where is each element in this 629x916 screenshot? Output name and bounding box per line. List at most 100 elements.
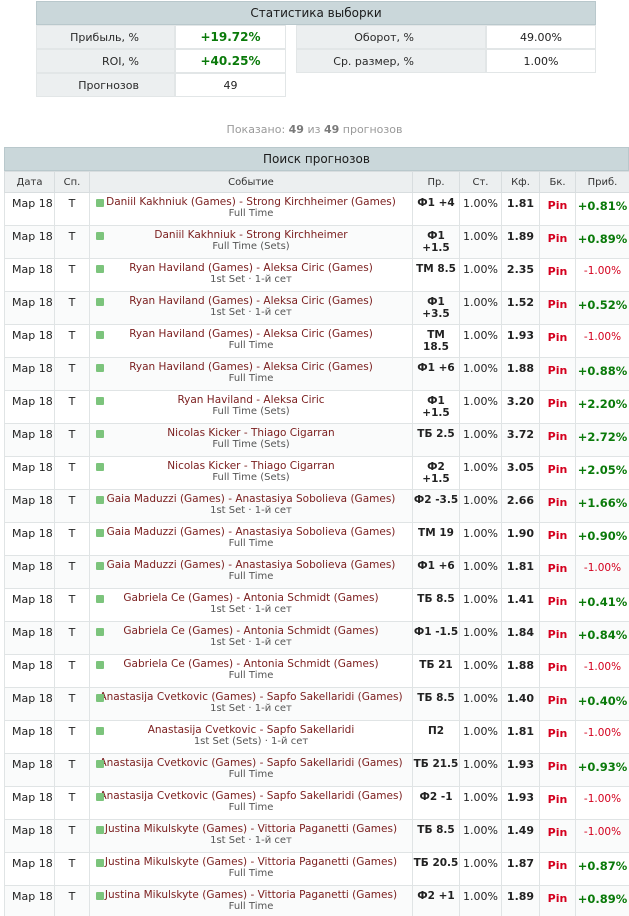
row-bookmaker-cell: Pin <box>539 423 576 457</box>
status-square-icon <box>96 298 104 306</box>
row-bookmaker-link[interactable]: Pin <box>547 595 568 608</box>
status-square-icon <box>96 793 104 801</box>
row-event-period: Full Time <box>228 868 274 879</box>
row-odds: 1.93 <box>501 786 540 820</box>
row-bookmaker-link[interactable]: Pin <box>547 463 568 476</box>
col-header-bookmaker[interactable]: Бк. <box>539 171 576 193</box>
row-bookmaker-link[interactable]: Pin <box>547 430 568 443</box>
row-event-link[interactable]: Nicolas Kicker - Thiago Cigarran <box>167 460 335 472</box>
row-bookmaker-link[interactable]: Pin <box>547 826 568 839</box>
status-square-icon <box>96 331 104 339</box>
status-square-icon <box>96 232 104 240</box>
row-event-link[interactable]: Ryan Haviland (Games) - Aleksa Ciric (Ga… <box>129 262 373 274</box>
row-pick: Ф2 +1 <box>412 885 460 916</box>
row-event-link[interactable]: Gaia Maduzzi (Games) - Anastasiya Soboli… <box>106 559 396 571</box>
shown-prefix: Показано: <box>226 123 286 136</box>
row-event-link[interactable]: Nicolas Kicker - Thiago Cigarran <box>167 427 335 439</box>
row-event-cell: Anastasija Cvetkovic (Games) - Sapfo Sak… <box>89 753 413 787</box>
row-stake: 1.00% <box>459 192 502 226</box>
status-square-icon <box>96 826 104 834</box>
row-stake: 1.00% <box>459 687 502 721</box>
row-event-period: Full Time (Sets) <box>212 406 290 417</box>
row-date: Мар 18 <box>4 522 55 556</box>
row-event-link[interactable]: Justina Mikulskyte (Games) - Vittoria Pa… <box>104 889 398 901</box>
row-event-link[interactable]: Gabriela Ce (Games) - Antonia Schmidt (G… <box>123 625 379 637</box>
row-event-period: Full Time (Sets) <box>212 241 290 252</box>
row-bookmaker-link[interactable]: Pin <box>547 793 568 806</box>
row-bookmaker-link[interactable]: Pin <box>547 760 568 773</box>
row-bookmaker-link[interactable]: Pin <box>547 694 568 707</box>
row-sport: T <box>54 258 90 292</box>
row-profit: -1.00% <box>575 324 629 358</box>
turnover-label: Оборот, % <box>296 25 486 49</box>
row-event-link[interactable]: Daniil Kakhniuk - Strong Kirchheimer <box>154 229 348 241</box>
row-odds: 3.20 <box>501 390 540 424</box>
row-bookmaker-link[interactable]: Pin <box>547 892 568 905</box>
row-event-link[interactable]: Anastasija Cvetkovic - Sapfo Sakellaridi <box>147 724 355 736</box>
row-event-period: Full Time <box>228 670 274 681</box>
row-event-period: Full Time (Sets) <box>212 439 290 450</box>
table-row: Мар 18 T Anastasija Cvetkovic - Sapfo Sake… <box>4 720 629 754</box>
row-bookmaker-link[interactable]: Pin <box>547 562 568 575</box>
row-profit: +0.41% <box>575 588 629 622</box>
row-sport: T <box>54 324 90 358</box>
row-event-period: Full Time (Sets) <box>212 472 290 483</box>
row-stake: 1.00% <box>459 489 502 523</box>
col-header-sport[interactable]: Сп. <box>54 171 90 193</box>
row-event-link[interactable]: Daniil Kakhniuk (Games) - Strong Kirchhe… <box>106 196 396 208</box>
col-header-date[interactable]: Дата <box>4 171 55 193</box>
row-event-cell: Ryan Haviland (Games) - Aleksa Ciric (Ga… <box>89 258 413 292</box>
row-bookmaker-link[interactable]: Pin <box>547 397 568 410</box>
row-event-link[interactable]: Ryan Haviland (Games) - Aleksa Ciric (Ga… <box>129 328 373 340</box>
row-bookmaker-cell: Pin <box>539 720 576 754</box>
row-odds: 1.41 <box>501 588 540 622</box>
status-square-icon <box>96 199 104 207</box>
row-bookmaker-link[interactable]: Pin <box>547 496 568 509</box>
row-event-link[interactable]: Gabriela Ce (Games) - Antonia Schmidt (G… <box>123 592 379 604</box>
row-odds: 1.84 <box>501 621 540 655</box>
row-bookmaker-link[interactable]: Pin <box>547 298 568 311</box>
row-event-cell: Gabriela Ce (Games) - Antonia Schmidt (G… <box>89 588 413 622</box>
row-odds: 1.81 <box>501 720 540 754</box>
row-event-link[interactable]: Ryan Haviland - Aleksa Ciric <box>177 394 325 406</box>
row-event-cell: Anastasija Cvetkovic - Sapfo Sakellaridi… <box>89 720 413 754</box>
row-bookmaker-link[interactable]: Pin <box>547 628 568 641</box>
row-date: Мар 18 <box>4 390 55 424</box>
row-event-link[interactable]: Justina Mikulskyte (Games) - Vittoria Pa… <box>104 823 398 835</box>
row-bookmaker-cell: Pin <box>539 258 576 292</box>
row-event-link[interactable]: Anastasija Cvetkovic (Games) - Sapfo Sak… <box>99 757 403 769</box>
col-header-stake[interactable]: Ст. <box>459 171 502 193</box>
row-date: Мар 18 <box>4 225 55 259</box>
row-bookmaker-cell: Pin <box>539 489 576 523</box>
row-bookmaker-link[interactable]: Pin <box>547 364 568 377</box>
row-bookmaker-link[interactable]: Pin <box>547 727 568 740</box>
row-event-link[interactable]: Gaia Maduzzi (Games) - Anastasiya Soboli… <box>106 526 396 538</box>
table-row: Мар 18 T Anastasija Cvetkovic (Games) - Sa… <box>4 753 629 787</box>
avg-size-value: 1.00% <box>486 49 596 73</box>
row-date: Мар 18 <box>4 324 55 358</box>
row-date: Мар 18 <box>4 753 55 787</box>
row-bookmaker-link[interactable]: Pin <box>547 232 568 245</box>
col-header-profit[interactable]: Приб. <box>575 171 629 193</box>
row-event-cell: Nicolas Kicker - Thiago Cigarran Full Tim… <box>89 456 413 490</box>
row-bookmaker-link[interactable]: Pin <box>547 529 568 542</box>
row-bookmaker-link[interactable]: Pin <box>547 199 568 212</box>
col-header-event[interactable]: Событие <box>89 171 413 193</box>
row-event-link[interactable]: Justina Mikulskyte (Games) - Vittoria Pa… <box>104 856 398 868</box>
row-event-link[interactable]: Ryan Haviland (Games) - Aleksa Ciric (Ga… <box>129 361 373 373</box>
table-row: Мар 18 T Daniil Kakhniuk - Strong Kirchhei… <box>4 225 629 259</box>
row-date: Мар 18 <box>4 489 55 523</box>
row-event-link[interactable]: Gaia Maduzzi (Games) - Anastasiya Soboli… <box>106 493 396 505</box>
row-bookmaker-link[interactable]: Pin <box>547 661 568 674</box>
row-event-link[interactable]: Anastasija Cvetkovic (Games) - Sapfo Sak… <box>99 790 403 802</box>
row-bookmaker-link[interactable]: Pin <box>547 265 568 278</box>
row-event-period: Full Time <box>228 901 274 912</box>
col-header-pick[interactable]: Пр. <box>412 171 460 193</box>
row-event-link[interactable]: Ryan Haviland (Games) - Aleksa Ciric (Ga… <box>129 295 373 307</box>
col-header-odds[interactable]: Кф. <box>501 171 540 193</box>
row-event-link[interactable]: Anastasija Cvetkovic (Games) - Sapfo Sak… <box>99 691 403 703</box>
row-stake: 1.00% <box>459 423 502 457</box>
row-bookmaker-link[interactable]: Pin <box>547 859 568 872</box>
row-event-link[interactable]: Gabriela Ce (Games) - Antonia Schmidt (G… <box>123 658 379 670</box>
row-bookmaker-link[interactable]: Pin <box>547 331 568 344</box>
